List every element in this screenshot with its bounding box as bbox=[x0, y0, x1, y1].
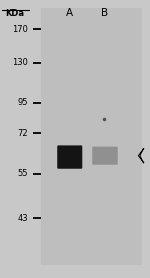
FancyBboxPatch shape bbox=[57, 145, 82, 169]
Text: 72: 72 bbox=[17, 129, 28, 138]
Polygon shape bbox=[138, 148, 144, 163]
Text: 55: 55 bbox=[17, 169, 28, 178]
Bar bbox=[41, 8, 142, 265]
Text: 130: 130 bbox=[12, 58, 28, 67]
FancyBboxPatch shape bbox=[92, 147, 118, 165]
Text: KDa: KDa bbox=[5, 9, 24, 18]
Text: 95: 95 bbox=[17, 98, 28, 107]
Text: B: B bbox=[101, 8, 109, 18]
Text: 170: 170 bbox=[12, 25, 28, 34]
Text: 43: 43 bbox=[17, 214, 28, 223]
Text: A: A bbox=[66, 8, 73, 18]
